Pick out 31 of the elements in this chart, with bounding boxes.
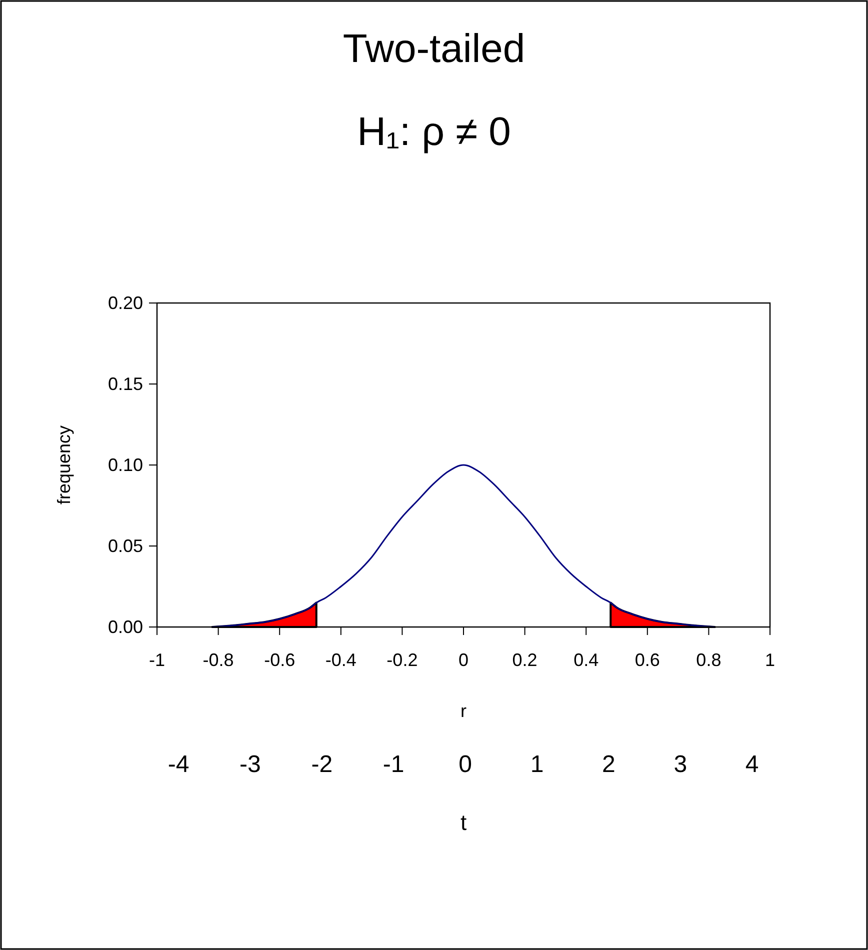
x2-tick-label: -1 — [382, 751, 404, 778]
y-tick-label: 0.20 — [108, 292, 143, 313]
x-axis-title: r — [460, 701, 466, 721]
x-tick-label: -0.6 — [264, 650, 296, 670]
x-tick-label: -1 — [148, 650, 166, 670]
x-tick-label: -0.2 — [386, 650, 418, 670]
x-tick-label: 0.4 — [574, 650, 599, 670]
y-tick-label: 0.05 — [108, 536, 143, 556]
y-tick-label: 0.10 — [108, 454, 143, 475]
x2-tick-label: -2 — [311, 751, 333, 778]
x2-tick-label: 3 — [674, 751, 688, 778]
x-tick-label: 0.2 — [512, 650, 538, 670]
x2-axis-title: t — [460, 810, 467, 835]
x2-tick-label: -4 — [168, 751, 190, 778]
y-axis-title: frequency — [54, 425, 74, 505]
chart-title: Two-tailed — [342, 27, 526, 71]
x-tick-label: -0.8 — [202, 650, 234, 670]
x2-tick-label: 2 — [602, 751, 616, 778]
x-tick-label: 0.6 — [634, 650, 660, 670]
x2-tick-label: 1 — [530, 751, 544, 778]
x-tick-label: 0 — [458, 650, 469, 670]
y-tick-label: 0.00 — [108, 616, 143, 637]
x2-tick-label: 0 — [458, 751, 472, 778]
y-tick-label: 0.15 — [108, 374, 143, 394]
x2-tick-label: 4 — [745, 751, 759, 778]
chart-subtitle: H₁: ρ ≠ 0 — [357, 110, 511, 154]
x-tick-label: 1 — [764, 650, 776, 670]
x-tick-label: -0.4 — [325, 650, 356, 670]
x-tick-label: 0.8 — [696, 650, 722, 670]
x2-tick-label: -3 — [240, 751, 261, 778]
line-series — [211, 464, 716, 628]
